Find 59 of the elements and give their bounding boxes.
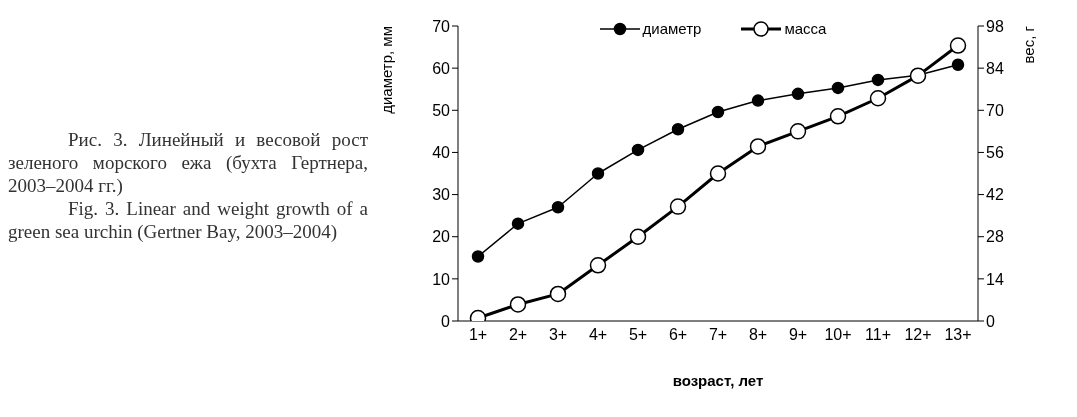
- point: [511, 217, 525, 230]
- point: [671, 123, 685, 136]
- point: [751, 94, 765, 107]
- x-tick-label: 13+: [944, 326, 972, 344]
- y2-axis-title: вес, г: [1020, 25, 1037, 64]
- point: [831, 81, 845, 95]
- point: [869, 89, 887, 107]
- y-tick-label: 0: [441, 312, 451, 330]
- x-tick-label: 4+: [588, 326, 608, 344]
- y-tick-label: 10: [432, 270, 451, 288]
- x-tick-label: 9+: [788, 326, 808, 344]
- y-tick-label: 30: [432, 186, 451, 204]
- point: [949, 37, 967, 54]
- point: [549, 285, 567, 303]
- point: [629, 228, 647, 245]
- legend-label: диаметр: [641, 20, 702, 37]
- point: [669, 198, 687, 215]
- point: [471, 250, 485, 263]
- point: [749, 138, 767, 155]
- x-tick-label: 1+: [468, 326, 488, 344]
- y2-tick-label: 14: [986, 270, 1004, 288]
- point: [711, 105, 725, 119]
- point: [789, 123, 807, 140]
- x-tick-label: 2+: [508, 326, 528, 344]
- y2-tick-label: 70: [986, 101, 1004, 119]
- y-tick-label: 70: [432, 17, 451, 35]
- point: [551, 200, 565, 214]
- y2-tick-label: 0: [986, 312, 995, 330]
- y-tick-label: 60: [432, 59, 451, 77]
- text: Рис. 3. Линейный и весовой рост зеленого морского ежа (бухта Гертнера, 2003–2004 гг.): [8, 128, 368, 197]
- x-tick-label: 6+: [668, 326, 688, 344]
- y2-tick-label: 56: [986, 144, 1004, 162]
- y-tick-label: 50: [432, 101, 451, 119]
- point: [871, 73, 885, 87]
- x-tick-label: 8+: [748, 326, 768, 344]
- y2-tick-label: 28: [986, 228, 1004, 246]
- x-tick-label: 7+: [708, 326, 728, 344]
- y2-tick-label: 42: [986, 186, 1004, 204]
- point: [829, 108, 847, 125]
- point: [631, 143, 645, 157]
- x-tick-label: 12+: [904, 326, 932, 344]
- point: [791, 87, 805, 101]
- point: [951, 58, 965, 72]
- y-tick-label: 40: [432, 144, 451, 162]
- point: [509, 296, 527, 313]
- legend-label: масса: [783, 20, 827, 37]
- y-axis-title: диаметр, мм: [378, 26, 395, 114]
- x-tick-label: 11+: [865, 326, 891, 344]
- x-axis-title: возраст, лет: [672, 372, 764, 389]
- point: [591, 167, 605, 180]
- y-tick-label: 20: [432, 228, 451, 246]
- x-tick-label: 5+: [628, 326, 648, 344]
- x-tick-label: 10+: [824, 326, 852, 344]
- point: [709, 165, 727, 182]
- y2-tick-label: 84: [986, 59, 1004, 77]
- point: [589, 257, 607, 274]
- x-tick-label: 3+: [548, 326, 568, 344]
- caption: Fig. 3. Linear and weight growth of a green sea urchin (Gertner Bay, 2003–2004): [8, 197, 368, 243]
- y2-tick-label: 98: [986, 17, 1004, 35]
